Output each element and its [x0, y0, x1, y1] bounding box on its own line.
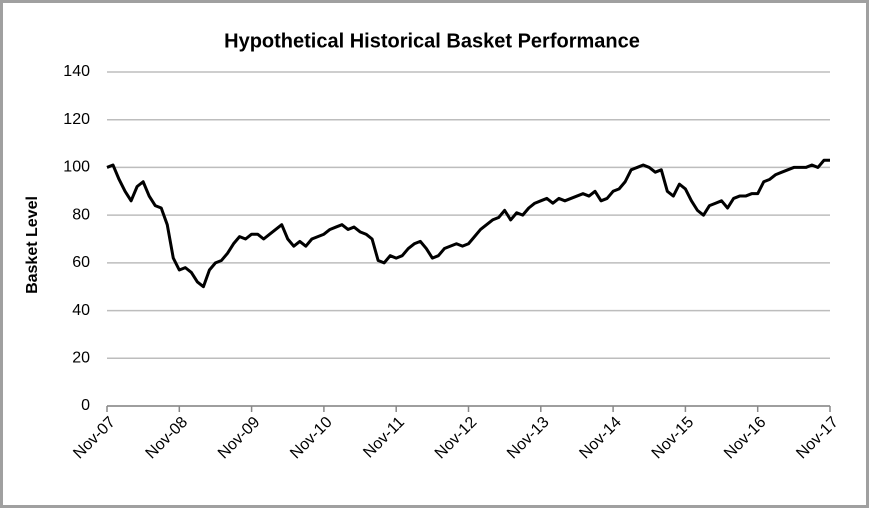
y-tick-label: 60	[72, 254, 90, 271]
y-tick-label: 80	[72, 206, 90, 223]
y-tick-label: 120	[63, 111, 90, 128]
y-tick-label: 100	[63, 159, 90, 176]
chart-title: Hypothetical Historical Basket Performan…	[224, 30, 640, 52]
y-tick-label: 40	[72, 302, 90, 319]
y-tick-label: 140	[63, 63, 90, 80]
y-tick-label: 0	[81, 397, 90, 414]
y-axis-label: Basket Level	[24, 196, 41, 294]
data-line	[106, 158, 830, 289]
y-tick-label: 20	[72, 350, 90, 367]
